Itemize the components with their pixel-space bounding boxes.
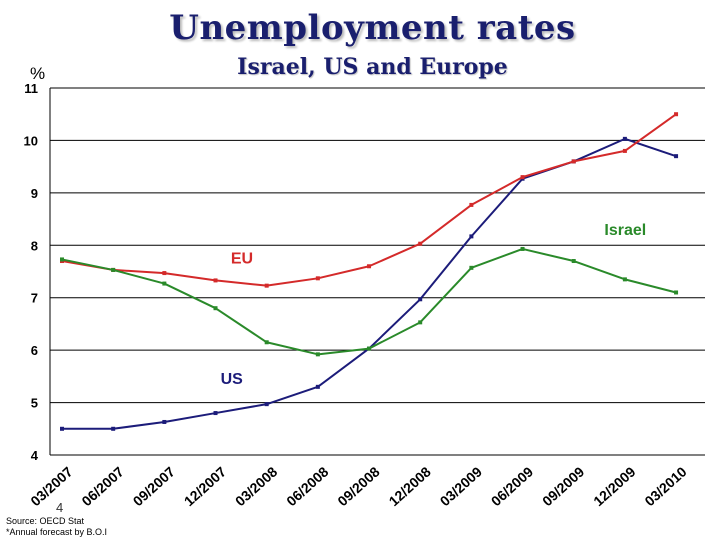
x-tick-label-9: 06/2009 <box>488 463 536 509</box>
data-point-israel-12 <box>674 290 679 295</box>
data-point-israel-3 <box>213 306 218 311</box>
data-point-eu-11 <box>622 148 627 153</box>
y-tick-label-5: 5 <box>31 396 38 411</box>
series-label-israel: Israel <box>604 222 646 239</box>
data-point-israel-8 <box>469 265 474 270</box>
y-tick-label-8: 8 <box>31 238 38 253</box>
data-point-us-0 <box>60 426 64 431</box>
x-tick-label-7: 12/2008 <box>386 463 434 509</box>
x-tick-label-2: 09/2007 <box>130 463 178 509</box>
forecast-note: *Annual forecast by B.O.I <box>6 527 108 537</box>
series-label-us: US <box>221 371 244 388</box>
x-tick-label-11: 12/2009 <box>590 463 638 509</box>
x-tick-label-8: 03/2009 <box>437 463 485 509</box>
source-text: Source: OECD Stat <box>6 516 85 526</box>
data-point-eu-10 <box>571 159 576 164</box>
data-point-eu-12 <box>674 112 679 117</box>
data-point-eu-3 <box>213 278 218 283</box>
slide-number: 4 <box>56 500 64 515</box>
series-line-us <box>62 137 677 430</box>
series-label-eu: EU <box>231 251 253 268</box>
y-axis-unit: % <box>30 64 46 83</box>
chart-title: Unemployment rates <box>169 8 576 48</box>
data-point-eu-2 <box>162 271 167 276</box>
data-point-eu-9 <box>520 175 525 180</box>
x-tick-label-5: 06/2008 <box>283 463 331 509</box>
data-point-eu-6 <box>367 264 372 269</box>
y-tick-label-6: 6 <box>31 343 38 358</box>
x-tick-label-3: 12/2007 <box>181 463 229 509</box>
y-tick-label-11: 11 <box>24 81 38 96</box>
x-tick-label-12: 03/2010 <box>641 463 689 509</box>
y-tick-label-10: 10 <box>24 133 38 148</box>
data-point-us-12 <box>674 154 679 159</box>
data-point-eu-4 <box>264 283 269 288</box>
data-point-israel-9 <box>520 246 525 251</box>
data-point-us-8 <box>469 234 474 239</box>
data-point-us-2 <box>162 419 167 424</box>
data-point-us-11 <box>622 136 627 141</box>
source-note: Source: OECD Stat *Annual forecast by B.… <box>6 516 107 538</box>
data-point-us-3 <box>213 411 218 416</box>
x-tick-label-4: 03/2008 <box>232 463 280 509</box>
x-tick-label-10: 09/2009 <box>539 463 587 509</box>
data-point-israel-6 <box>367 346 372 351</box>
data-point-us-1 <box>111 426 116 431</box>
chart-subtitle: Israel, US and Europe <box>237 54 508 80</box>
data-point-israel-4 <box>264 340 269 345</box>
x-tick-label-1: 06/2007 <box>78 463 126 509</box>
data-point-israel-5 <box>315 352 320 357</box>
y-tick-label-7: 7 <box>31 291 38 306</box>
data-point-israel-2 <box>162 281 167 286</box>
data-point-us-4 <box>264 402 269 407</box>
data-point-israel-1 <box>111 267 116 272</box>
data-point-eu-8 <box>469 202 474 207</box>
data-point-us-7 <box>418 297 423 302</box>
x-tick-label-0: 03/2007 <box>27 463 75 509</box>
data-point-eu-5 <box>315 276 320 281</box>
y-tick-label-4: 4 <box>31 448 39 463</box>
y-tick-label-9: 9 <box>31 186 38 201</box>
data-point-israel-10 <box>571 259 576 264</box>
data-point-eu-7 <box>418 241 423 246</box>
data-point-israel-0 <box>60 257 64 262</box>
data-point-israel-7 <box>418 320 423 325</box>
data-point-israel-11 <box>622 277 627 282</box>
data-point-us-5 <box>315 384 320 389</box>
x-tick-label-6: 09/2008 <box>334 463 382 509</box>
